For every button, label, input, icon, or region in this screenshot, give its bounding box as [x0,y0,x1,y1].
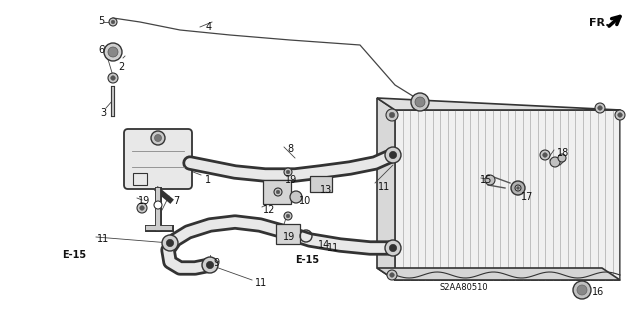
Circle shape [543,153,547,157]
Text: 19: 19 [138,196,150,206]
Circle shape [286,214,290,218]
Text: 9: 9 [213,258,219,268]
Circle shape [618,113,622,117]
Polygon shape [377,268,620,280]
Circle shape [573,281,591,299]
Text: 19: 19 [285,175,297,185]
Text: E-15: E-15 [62,250,86,260]
Circle shape [390,273,394,277]
Circle shape [511,181,525,195]
Circle shape [154,201,162,209]
Circle shape [411,93,429,111]
Text: 10: 10 [299,196,311,206]
Text: E-15: E-15 [295,255,319,265]
Text: 2: 2 [118,62,124,72]
Circle shape [286,170,290,174]
Text: S2AA80510: S2AA80510 [440,283,488,292]
Text: 14: 14 [318,240,330,250]
Circle shape [108,73,118,83]
Circle shape [415,97,425,107]
Text: 1: 1 [205,175,211,185]
Text: 4: 4 [206,22,212,32]
Circle shape [516,187,519,189]
Circle shape [598,106,602,110]
Circle shape [385,240,401,256]
Text: 11: 11 [255,278,268,288]
FancyBboxPatch shape [124,129,192,189]
Text: 3: 3 [100,108,106,118]
Circle shape [162,235,178,251]
Text: 12: 12 [263,205,275,215]
Circle shape [385,147,401,163]
Circle shape [615,110,625,120]
Text: 8: 8 [287,144,293,154]
Circle shape [206,261,214,269]
Circle shape [137,203,147,213]
Text: 17: 17 [521,192,533,202]
Polygon shape [395,110,620,280]
Circle shape [485,175,495,185]
Circle shape [558,154,566,162]
Text: 11: 11 [327,243,339,253]
Circle shape [389,112,395,118]
Text: 11: 11 [378,182,390,192]
Circle shape [284,168,292,176]
Circle shape [104,43,122,61]
Circle shape [166,239,173,247]
Circle shape [389,244,397,252]
Circle shape [290,191,302,203]
Circle shape [274,188,282,196]
Text: 5: 5 [98,16,104,26]
Circle shape [386,109,398,121]
Bar [276,224,300,244]
Bar [263,180,291,204]
Bar [133,173,147,185]
Circle shape [111,76,115,80]
Polygon shape [377,98,395,280]
Circle shape [276,190,280,194]
Circle shape [109,18,117,26]
Text: 18: 18 [557,148,569,158]
Text: FR.: FR. [589,18,609,28]
Circle shape [550,157,560,167]
Circle shape [540,150,550,160]
Text: 6: 6 [98,45,104,55]
Circle shape [595,103,605,113]
Circle shape [111,20,115,24]
Circle shape [515,185,521,191]
Circle shape [389,152,397,159]
Circle shape [151,131,165,145]
Text: 13: 13 [320,185,332,195]
Circle shape [140,206,144,210]
Text: 7: 7 [173,196,179,206]
Text: 16: 16 [592,287,604,297]
Text: 11: 11 [97,234,109,244]
Text: 19: 19 [283,232,295,242]
Circle shape [284,212,292,220]
Polygon shape [377,98,620,110]
Bar [310,176,332,192]
Circle shape [154,135,161,142]
Circle shape [387,270,397,280]
Circle shape [577,285,587,295]
Text: 15: 15 [480,175,492,185]
Circle shape [108,47,118,57]
Circle shape [202,257,218,273]
